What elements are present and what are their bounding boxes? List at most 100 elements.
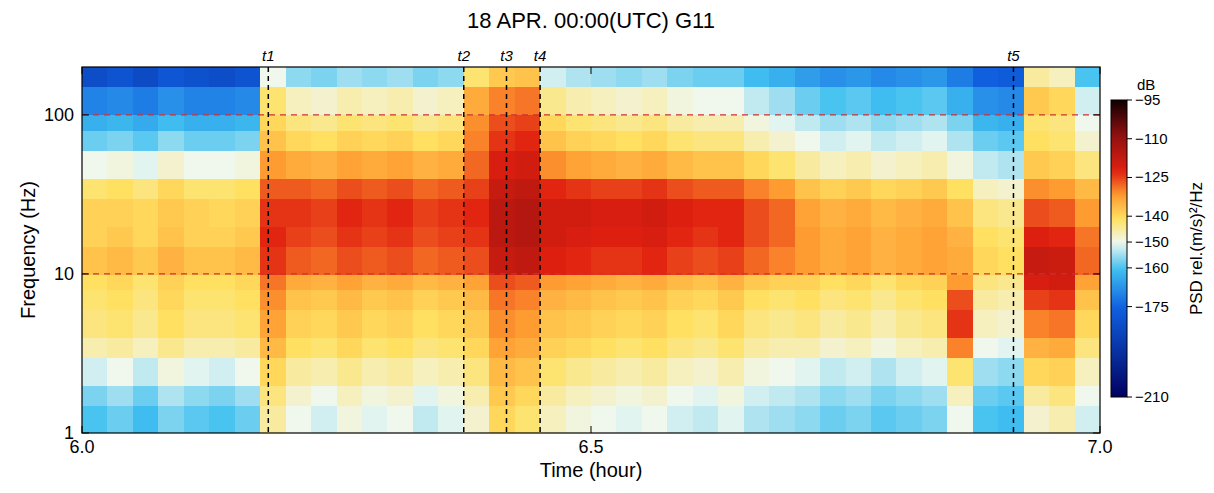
cell: [286, 274, 312, 290]
cell: [693, 289, 719, 309]
y-tick: [1093, 114, 1100, 115]
cell: [286, 67, 312, 87]
cell: [337, 198, 363, 227]
cell: [1049, 405, 1075, 433]
cell: [1024, 87, 1050, 116]
cell: [235, 150, 261, 179]
cell: [362, 115, 388, 131]
cell: [1049, 289, 1075, 309]
cell: [540, 289, 566, 309]
colorbar-tick: [1127, 242, 1132, 243]
cell: [464, 226, 490, 246]
cell: [260, 67, 286, 87]
cell: [795, 385, 821, 405]
cell: [133, 405, 159, 433]
cell: [82, 309, 108, 338]
cell: [515, 198, 541, 227]
cell: [871, 405, 897, 433]
cell: [158, 178, 184, 198]
x-tick: [82, 426, 83, 433]
cell: [744, 309, 770, 338]
cell: [973, 87, 999, 116]
cell: [235, 385, 261, 405]
colorbar-tick: [1127, 267, 1132, 268]
cell: [438, 289, 464, 309]
y-tick: [1093, 273, 1100, 274]
cell: [337, 178, 363, 198]
cell: [540, 337, 566, 357]
cell: [311, 357, 337, 386]
cell: [489, 115, 515, 131]
cell: [158, 246, 184, 275]
cell: [413, 226, 439, 246]
cell: [260, 274, 286, 290]
cell: [718, 405, 744, 433]
x-tick: [1100, 67, 1101, 74]
cell: [795, 150, 821, 179]
cell: [413, 150, 439, 179]
cell: [871, 357, 897, 386]
cell: [616, 337, 642, 357]
cell: [871, 274, 897, 290]
cell: [438, 130, 464, 150]
cell: [947, 198, 973, 227]
cell: [642, 357, 668, 386]
cell: [616, 198, 642, 227]
cell: [362, 226, 388, 246]
cell: [896, 405, 922, 433]
cell: [947, 385, 973, 405]
cell: [540, 246, 566, 275]
cell: [464, 198, 490, 227]
cell: [184, 405, 210, 433]
cell: [1024, 115, 1050, 131]
cell: [489, 226, 515, 246]
cell: [286, 198, 312, 227]
cell: [795, 337, 821, 357]
cell: [667, 226, 693, 246]
cell: [260, 337, 286, 357]
cell: [235, 178, 261, 198]
cell: [464, 150, 490, 179]
cell: [235, 405, 261, 433]
marker-label: t3: [500, 47, 513, 64]
cell: [286, 289, 312, 309]
cell: [387, 130, 413, 150]
cell: [515, 67, 541, 87]
cell: [591, 309, 617, 338]
cell: [387, 226, 413, 246]
cell: [871, 289, 897, 309]
cell: [1024, 405, 1050, 433]
cell: [591, 226, 617, 246]
cell: [896, 274, 922, 290]
cell: [642, 178, 668, 198]
cell: [209, 130, 235, 150]
cell: [846, 67, 872, 87]
cell: [947, 178, 973, 198]
cell: [184, 289, 210, 309]
cell: [922, 405, 948, 433]
cell: [616, 226, 642, 246]
cell: [362, 385, 388, 405]
cell: [464, 67, 490, 87]
cell: [795, 178, 821, 198]
cell: [846, 337, 872, 357]
cell: [667, 385, 693, 405]
cell: [820, 405, 846, 433]
cell: [184, 198, 210, 227]
cell: [820, 115, 846, 131]
cell: [235, 87, 261, 116]
cell: [616, 67, 642, 87]
cell: [769, 246, 795, 275]
reference-line: [82, 114, 1100, 115]
cell: [667, 130, 693, 150]
cell: [718, 226, 744, 246]
cell: [616, 289, 642, 309]
cell: [642, 274, 668, 290]
cell: [235, 198, 261, 227]
cell: [184, 309, 210, 338]
cell: [667, 309, 693, 338]
cell: [515, 115, 541, 131]
cell: [413, 289, 439, 309]
y-tick: [1093, 433, 1100, 434]
cell: [591, 337, 617, 357]
